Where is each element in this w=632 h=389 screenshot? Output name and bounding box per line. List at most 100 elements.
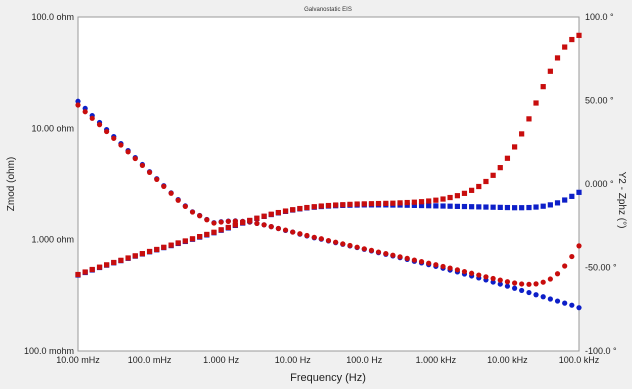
data-point-red-circle — [82, 109, 88, 115]
data-point-blue-square — [447, 203, 453, 209]
data-point-red-circle — [254, 220, 260, 226]
data-point-red-square — [132, 253, 138, 259]
data-point-red-circle — [197, 213, 203, 219]
data-point-red-circle — [104, 128, 110, 135]
data-point-red-square — [154, 246, 160, 253]
data-point-red-square — [526, 116, 532, 122]
data-point-red-square — [333, 202, 339, 208]
data-point-red-circle — [411, 257, 417, 263]
data-point-blue-circle — [504, 283, 511, 289]
data-point-red-square — [440, 196, 446, 202]
data-point-blue-square — [526, 204, 532, 211]
data-point-red-circle — [290, 229, 296, 235]
data-point-red-circle — [146, 169, 153, 175]
data-point-red-square — [290, 207, 296, 213]
data-point-red-circle — [111, 135, 117, 141]
data-point-red-circle — [512, 280, 518, 286]
y-tick-label: 100.0 ohm — [31, 12, 74, 22]
data-point-blue-square — [547, 202, 553, 208]
data-point-red-square — [282, 208, 289, 214]
data-point-red-circle — [519, 281, 525, 287]
data-point-blue-square — [426, 203, 432, 209]
data-point-red-square — [469, 187, 475, 193]
data-point-red-circle — [418, 259, 425, 265]
data-point-blue-square — [433, 203, 439, 209]
y-tick-label: 1.000 ohm — [31, 235, 74, 245]
data-point-blue-square — [411, 202, 417, 208]
data-point-red-square — [497, 165, 503, 171]
plot-area — [77, 16, 580, 352]
data-markers — [75, 32, 582, 311]
data-point-red-square — [426, 198, 432, 204]
data-point-red-square — [125, 255, 131, 261]
data-point-red-circle — [225, 218, 231, 224]
data-point-red-circle — [161, 183, 167, 189]
data-point-red-square — [75, 271, 81, 278]
data-point-red-square — [218, 227, 224, 233]
data-point-blue-circle — [497, 281, 503, 287]
data-point-red-square — [569, 36, 575, 43]
data-point-red-square — [454, 193, 460, 199]
data-point-red-circle — [211, 220, 217, 226]
data-point-red-circle — [275, 225, 281, 232]
y2-tick-label: 0.000 ° — [585, 179, 614, 189]
data-point-red-circle — [547, 276, 553, 282]
data-point-red-circle — [469, 270, 475, 276]
x-tick-label: 100.0 kHz — [559, 355, 600, 365]
data-point-blue-square — [504, 204, 511, 211]
data-point-red-square — [96, 264, 103, 270]
data-point-red-circle — [125, 149, 131, 155]
data-point-blue-circle — [576, 305, 582, 311]
data-point-red-square — [433, 197, 439, 203]
data-point-red-square — [447, 194, 453, 201]
data-point-red-circle — [383, 251, 389, 257]
data-point-blue-circle — [526, 289, 532, 296]
data-point-blue-square — [576, 189, 582, 195]
data-point-red-circle — [261, 222, 267, 228]
data-point-blue-square — [554, 200, 561, 206]
data-point-red-square — [175, 240, 181, 246]
data-point-red-circle — [526, 281, 532, 287]
data-point-red-square — [404, 199, 410, 206]
data-point-red-circle — [139, 162, 145, 169]
data-point-red-circle — [318, 236, 324, 242]
data-point-red-square — [275, 209, 281, 216]
data-point-red-circle — [347, 242, 353, 249]
x-axis-label: Frequency (Hz) — [290, 372, 366, 384]
data-point-red-circle — [447, 265, 453, 271]
data-point-red-square — [340, 202, 346, 208]
data-point-red-square — [139, 251, 145, 257]
data-point-red-circle — [504, 279, 511, 285]
data-point-red-circle — [461, 268, 468, 275]
data-point-red-square — [268, 211, 274, 217]
data-point-red-square — [354, 201, 360, 207]
data-point-red-circle — [497, 277, 503, 283]
x-tick-label: 10.00 mHz — [56, 355, 100, 365]
data-point-red-square — [512, 144, 518, 150]
data-point-red-square — [204, 231, 210, 238]
data-point-red-circle — [118, 142, 124, 148]
data-point-red-square — [211, 229, 217, 235]
y2-tick-label: 100.0 ° — [585, 12, 614, 22]
data-point-red-square — [554, 55, 561, 61]
data-point-red-square — [261, 213, 267, 219]
data-point-blue-circle — [569, 302, 575, 308]
data-point-red-square — [240, 219, 246, 226]
data-point-blue-square — [540, 203, 546, 209]
data-point-red-square — [483, 178, 489, 185]
data-point-blue-circle — [562, 300, 568, 306]
x-tick-label: 1.000 kHz — [416, 355, 457, 365]
data-point-red-square — [375, 200, 382, 207]
data-point-red-circle — [354, 244, 360, 250]
data-point-red-square — [197, 234, 203, 240]
y2-axis-label: Y2 - Zphz (°) — [616, 172, 627, 229]
data-point-red-circle — [490, 275, 496, 282]
data-point-red-square — [476, 183, 482, 190]
data-point-blue-square — [404, 202, 410, 208]
x-tick-label: 10.00 Hz — [275, 355, 312, 365]
data-point-red-circle — [404, 255, 410, 261]
data-point-red-circle — [340, 241, 346, 247]
data-point-blue-circle — [490, 279, 496, 285]
data-point-blue-square — [476, 204, 482, 210]
